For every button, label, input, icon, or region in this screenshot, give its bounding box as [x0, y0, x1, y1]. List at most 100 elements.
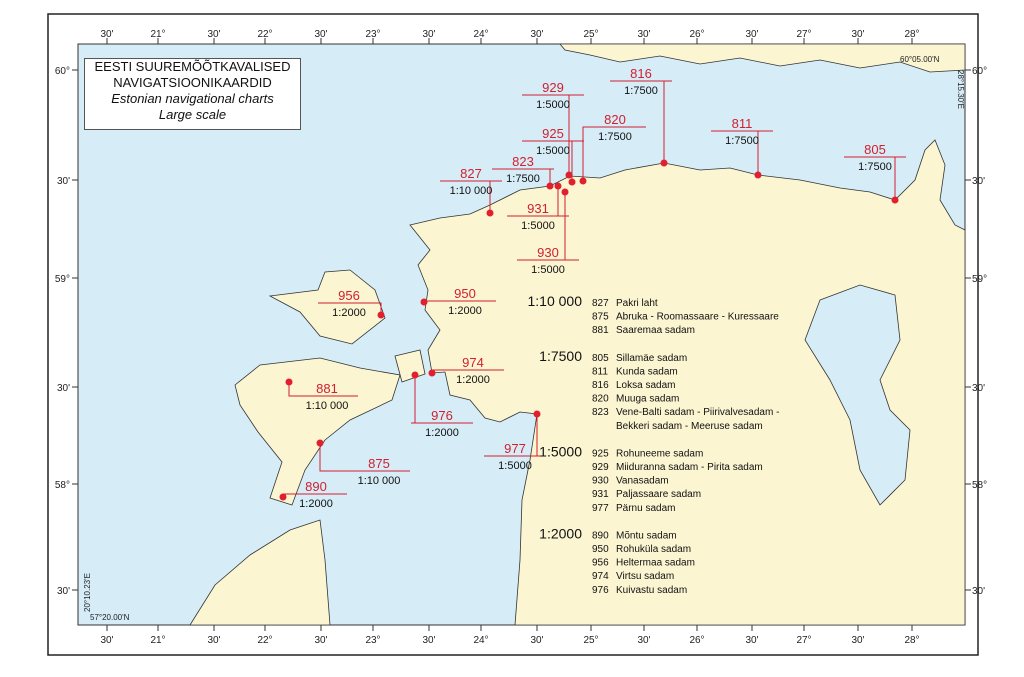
chart-marker-974[interactable]: 974 1:2000 [428, 355, 505, 386]
chart-marker-931[interactable]: 931 1:5000 [507, 182, 569, 233]
chart-marker-925[interactable]: 925 1:5000 [522, 126, 584, 186]
port-marker-dot[interactable] [428, 369, 436, 377]
port-marker-dot[interactable] [279, 493, 287, 501]
lat-label-left: 59° [55, 274, 70, 285]
lon-label-bottom: 27° [796, 635, 811, 646]
lon-label-top: 26° [689, 29, 704, 40]
chart-number: 931 [527, 201, 549, 216]
title-line-2: NAVIGATSIOONIKAARDID [113, 75, 272, 90]
chart-scale: 1:5000 [531, 264, 565, 276]
lat-label-left: 30' [57, 383, 70, 394]
legend-chart-number: 931 [592, 489, 609, 500]
chart-number: 890 [305, 479, 327, 494]
lon-label-bottom: 30' [530, 635, 543, 646]
lon-label-bottom: 30' [637, 635, 650, 646]
lon-label-top: 30' [314, 29, 327, 40]
hiiumaa [268, 269, 386, 345]
legend-chart-number: 890 [592, 530, 609, 541]
legend-port-name: Loksa sadam [616, 380, 675, 391]
chart-scale: 1:7500 [624, 85, 658, 97]
chart-marker-875[interactable]: 875 1:10 000 [316, 439, 411, 488]
chart-marker-950[interactable]: 950 1:2000 [420, 286, 497, 317]
chart-marker-823[interactable]: 823 1:7500 [492, 154, 554, 190]
port-marker-dot[interactable] [568, 178, 576, 186]
latvia-coast [189, 519, 331, 626]
legend-port-name: Bekkeri sadam - Meeruse sadam [616, 421, 763, 432]
legend-chart-number: 881 [592, 325, 609, 336]
port-marker-dot[interactable] [533, 410, 541, 418]
lat-label-left: 60° [55, 66, 70, 77]
lat-label-right: 58° [972, 480, 987, 491]
legend-port-name: Miiduranna sadam - Pirita sadam [616, 462, 763, 473]
chart-marker-811[interactable]: 811 1:7500 [711, 116, 773, 179]
legend-port-name: Rohuküla sadam [616, 544, 691, 555]
legend-chart-number: 930 [592, 476, 609, 487]
lat-label-left: 30' [57, 586, 70, 597]
chart-number: 875 [368, 456, 390, 471]
chart-marker-890[interactable]: 890 1:2000 [279, 479, 348, 510]
chart-scale: 1:2000 [456, 374, 490, 386]
lon-label-top: 30' [851, 29, 864, 40]
legend-port-name: Virtsu sadam [616, 571, 674, 582]
port-marker-dot[interactable] [411, 371, 419, 379]
chart-number: 930 [537, 245, 559, 260]
map-title-box: EESTI SUUREMÕÕTKAVALISED NAVIGATSIOONIKA… [84, 58, 301, 130]
port-marker-dot[interactable] [565, 171, 573, 179]
chart-marker-929[interactable]: 929 1:5000 [522, 80, 584, 179]
legend-port-name: Kunda sadam [616, 366, 678, 377]
chart-scale: 1:5000 [536, 99, 570, 111]
lon-label-bottom: 26° [689, 635, 704, 646]
leader-line [380, 302, 382, 315]
chart-marker-820[interactable]: 820 1:7500 [579, 112, 647, 185]
chart-marker-976[interactable]: 976 1:2000 [411, 371, 473, 440]
port-marker-dot[interactable] [561, 188, 569, 196]
port-marker-dot[interactable] [754, 171, 762, 179]
legend-chart-number: 827 [592, 298, 609, 309]
saaremaa [234, 357, 401, 506]
chart-scale: 1:2000 [425, 427, 459, 439]
chart-marker-805[interactable]: 805 1:7500 [844, 142, 906, 204]
lon-label-bottom: 28° [904, 635, 919, 646]
port-marker-dot[interactable] [486, 209, 494, 217]
lat-label-right: 30' [972, 383, 985, 394]
chart-marker-816[interactable]: 816 1:7500 [610, 66, 672, 167]
chart-scale: 1:5000 [498, 460, 532, 472]
chart-scale: 1:7500 [858, 161, 892, 173]
chart-scale: 1:2000 [299, 498, 333, 510]
chart-marker-956[interactable]: 956 1:2000 [318, 288, 385, 319]
lon-label-top: 30' [100, 29, 113, 40]
chart-scale: 1:7500 [506, 173, 540, 185]
port-marker-dot[interactable] [420, 298, 428, 306]
leader-line [582, 126, 584, 181]
port-marker-dot[interactable] [377, 311, 385, 319]
chart-marker-977[interactable]: 977 1:5000 [484, 410, 546, 473]
lon-label-bottom: 24° [473, 635, 488, 646]
port-marker-dot[interactable] [579, 177, 587, 185]
port-marker-dot[interactable] [660, 159, 668, 167]
chart-number: 976 [431, 408, 453, 423]
legend-port-name: Pärnu sadam [616, 503, 675, 514]
lat-label-right: 30' [972, 586, 985, 597]
legend-group: 1:2000 890 Mõntu sadam 950 Rohuküla sadam 956… [539, 525, 695, 595]
port-marker-dot[interactable] [891, 196, 899, 204]
chart-marker-827[interactable]: 827 1:10 000 [440, 166, 502, 217]
chart-scale: 1:10 000 [306, 400, 349, 412]
lon-label-top: 30' [422, 29, 435, 40]
chart-scale: 1:2000 [332, 307, 366, 319]
lon-label-bottom: 30' [422, 635, 435, 646]
chart-scale: 1:10 000 [358, 475, 401, 487]
chart-marker-930[interactable]: 930 1:5000 [517, 188, 579, 277]
port-marker-dot[interactable] [316, 439, 324, 447]
legend-group: 1:10 000 827 Pakri laht 875 Abruka - Roomass… [528, 293, 780, 336]
title-line-3: Estonian navigational charts [111, 91, 274, 106]
chart-marker-881[interactable]: 881 1:10 000 [285, 378, 359, 413]
corner-lat-tr: 60°05.00'N [900, 55, 940, 64]
port-marker-dot[interactable] [554, 182, 562, 190]
legend-chart-number: 974 [592, 571, 609, 582]
port-marker-dot[interactable] [285, 378, 293, 386]
lat-label-right: 30' [972, 176, 985, 187]
port-marker-dot[interactable] [546, 182, 554, 190]
